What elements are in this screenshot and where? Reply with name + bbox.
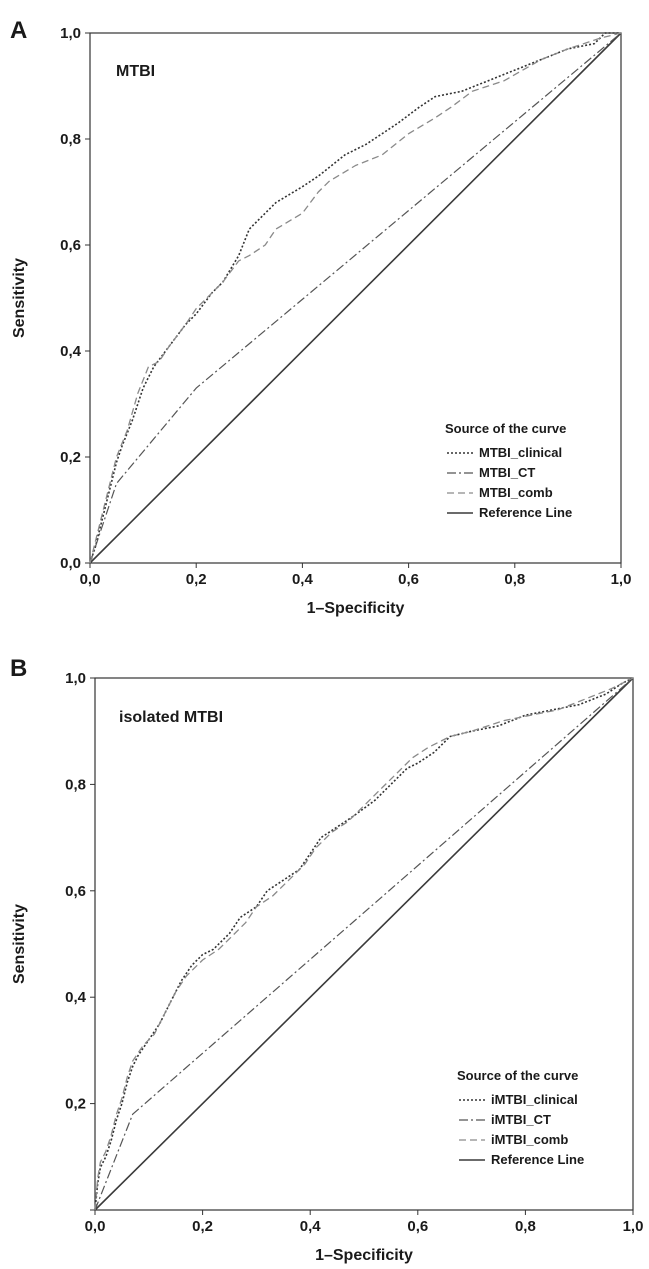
series-line-imtbi-comb [94, 677, 634, 1211]
legend-entry: iMTBI_clinical [491, 1092, 578, 1107]
x-axis-label: 1–Specificity [307, 600, 405, 617]
y-tick-label: 0,4 [60, 343, 82, 360]
y-tick-label: 1,0 [65, 670, 86, 687]
inset-title: isolated MTBI [119, 709, 223, 726]
legend-entry: iMTBI_CT [491, 1112, 551, 1127]
panel-label: B [10, 655, 27, 682]
legend-entry: Reference Line [479, 505, 572, 520]
series-line-imtbi-clinical [94, 677, 634, 1211]
y-tick-label: 0,8 [65, 776, 86, 793]
panel-label: A [10, 17, 27, 44]
legend: Source of the curve iMTBI_clinical iMTBI_C… [457, 1068, 584, 1167]
series-line-imtbi-ct [94, 677, 634, 1211]
legend-entry: iMTBI_comb [491, 1132, 568, 1147]
y-tick-label: 0,8 [60, 131, 81, 148]
x-tick-label: 0,6 [398, 571, 419, 588]
chart-panel-a: A MTBI 0,0 0,2 0,4 0,6 0,8 1,0 0,0 0,2 0,4 0,6 0,8 1,… [10, 17, 631, 617]
legend-title: Source of the curve [445, 421, 566, 436]
series-line-reference-line [94, 677, 634, 1211]
y-tick-label: 0,6 [65, 883, 86, 900]
y-tick-label: 0,2 [65, 1096, 86, 1113]
x-tick-label: 0,2 [192, 1218, 213, 1235]
plot-frame [94, 677, 634, 1211]
y-tick-label: 0,0 [60, 555, 81, 572]
inset-title: MTBI [116, 63, 155, 80]
y-axis-label: Sensitivity [11, 258, 28, 338]
x-tick-label: 0,0 [80, 571, 101, 588]
x-tick-label: 0,8 [504, 571, 525, 588]
plot-frame [89, 32, 622, 564]
x-tick-label: 0,6 [407, 1218, 428, 1235]
legend-entry: MTBI_comb [479, 485, 553, 500]
x-tick-label: 0,4 [292, 571, 314, 588]
y-tick-label: 0,4 [65, 989, 87, 1006]
series-line-reference-line [89, 32, 622, 564]
legend-entry: MTBI_CT [479, 465, 535, 480]
y-tick-label: 1,0 [60, 25, 81, 42]
series-line-mtbi-ct [89, 32, 622, 564]
y-axis-label: Sensitivity [11, 904, 28, 984]
x-tick-label: 0,4 [300, 1218, 322, 1235]
x-tick-label: 1,0 [623, 1218, 644, 1235]
y-tick-label: 0,2 [60, 449, 81, 466]
x-axis-label: 1–Specificity [315, 1247, 413, 1264]
legend-title: Source of the curve [457, 1068, 578, 1083]
x-tick-label: 1,0 [611, 571, 632, 588]
x-tick-label: 0,8 [515, 1218, 536, 1235]
x-tick-label: 0,0 [85, 1218, 106, 1235]
legend: Source of the curve MTBI_clinical MTBI_CT M… [445, 421, 572, 520]
legend-entry: Reference Line [491, 1152, 584, 1167]
y-tick-label: 0,6 [60, 237, 81, 254]
series-line-mtbi-comb [89, 32, 622, 564]
legend-entry: MTBI_clinical [479, 445, 562, 460]
x-tick-label: 0,2 [186, 571, 207, 588]
